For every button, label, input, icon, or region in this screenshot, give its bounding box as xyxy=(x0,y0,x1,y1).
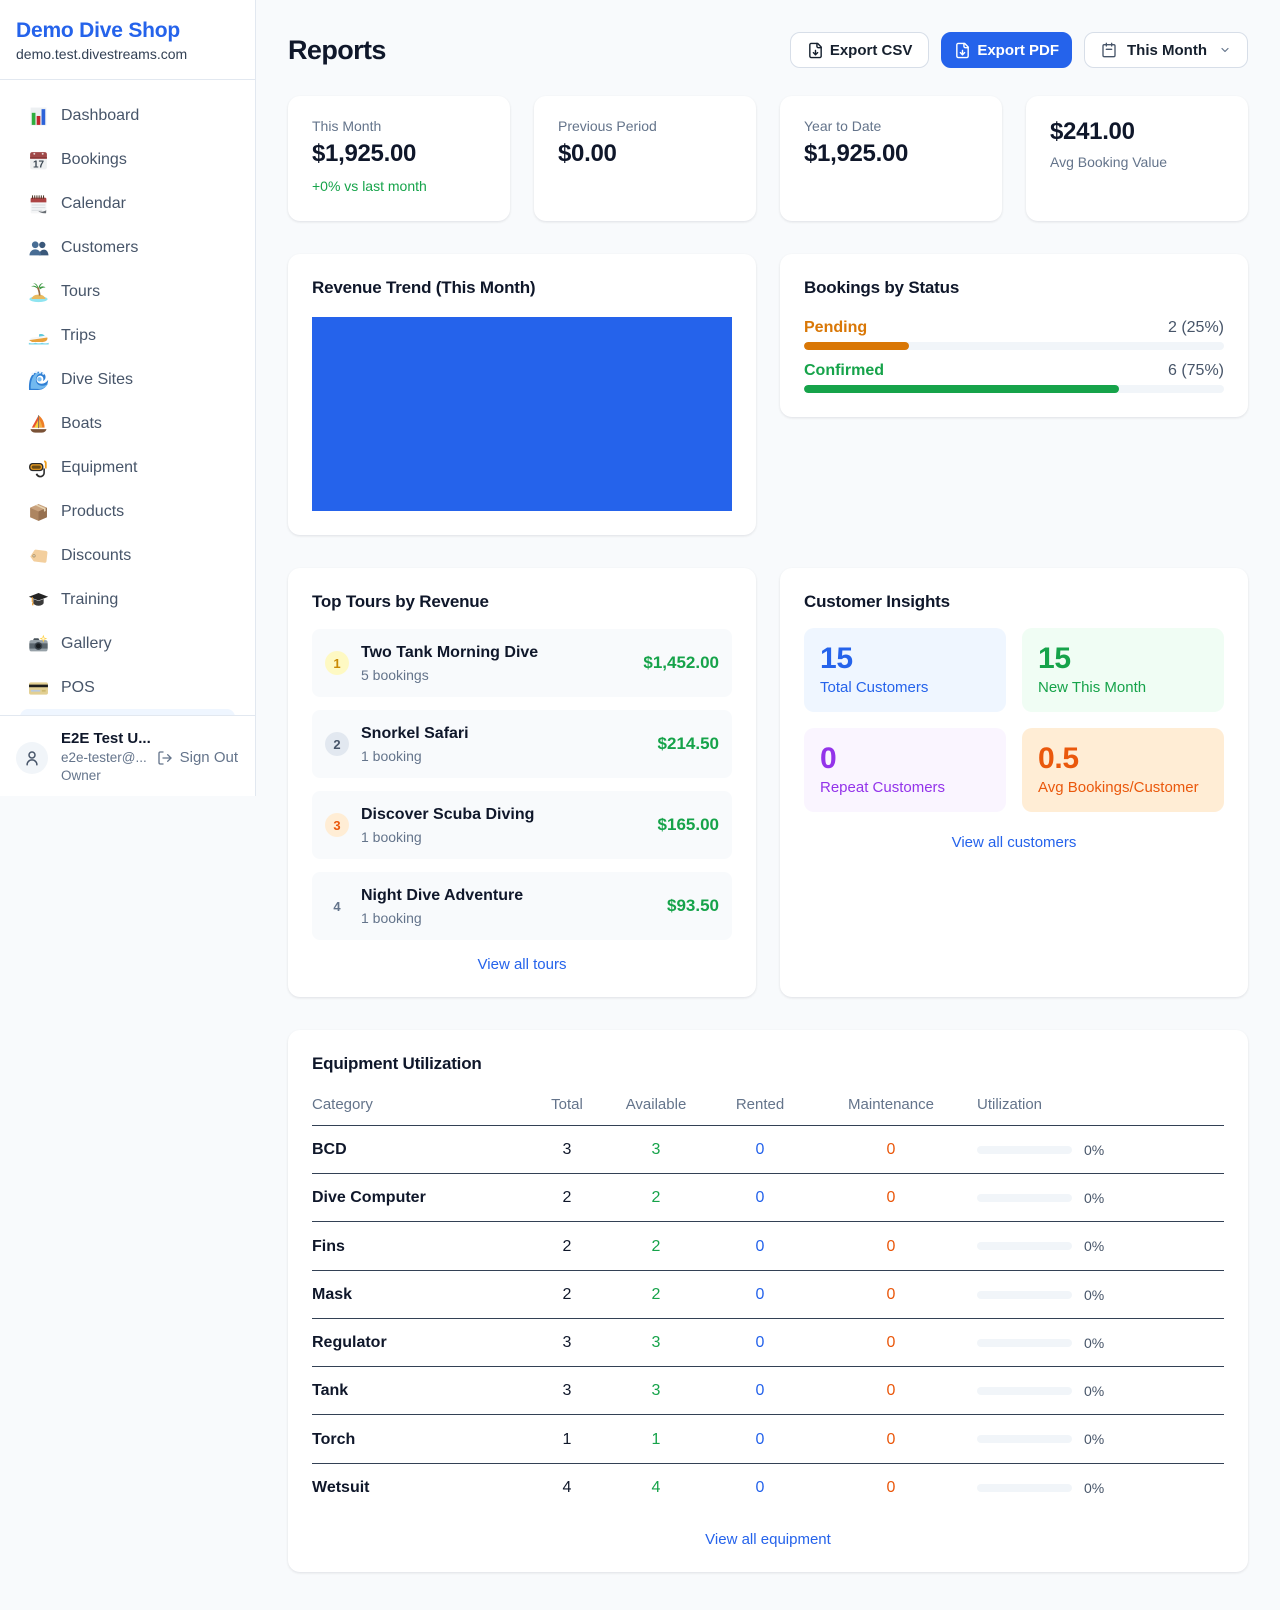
svg-text:17: 17 xyxy=(33,159,45,170)
